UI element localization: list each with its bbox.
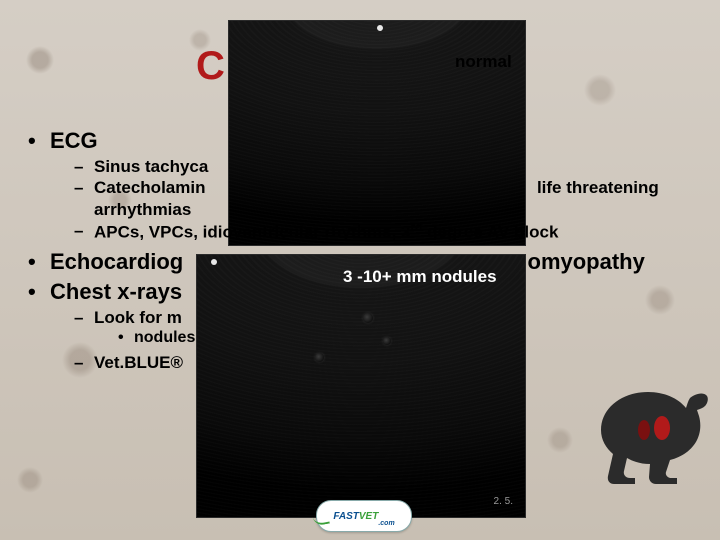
logo-fast: FAST <box>333 511 359 522</box>
slide: normal C ECG Sinus tachyca Catecholamin … <box>0 0 720 540</box>
bullet-ecg: ECG Sinus tachyca Catecholamin life thre… <box>28 128 708 243</box>
ecg-sub-3: APCs, VPCs, idioventricular rhythms, 3rd… <box>74 220 708 243</box>
ecg-sub-2: Catecholamin life threatening arrhythmia… <box>74 177 708 220</box>
echo-tail: omyopathy <box>528 249 645 274</box>
ultrasound-image-nodules: 3 -10+ mm nodules 2. 5. <box>196 254 526 518</box>
slide-title-fragment: C <box>196 44 225 89</box>
fastvet-logo: FASTVET.com <box>316 500 412 532</box>
ultrasound-nodules-label: 3 -10+ mm nodules <box>343 267 497 287</box>
bullet-ecg-label: ECG <box>50 128 98 153</box>
ultrasound-scale: 2. 5. <box>494 496 513 507</box>
ultrasound-normal-label: normal <box>455 52 512 72</box>
logo-dotcom: .com <box>378 520 394 527</box>
ecg-tail-life: life threatening <box>537 178 659 197</box>
dog-silhouette <box>594 380 714 490</box>
ecg-sub-1: Sinus tachyca <box>74 156 708 177</box>
logo-vet: VET <box>359 511 378 522</box>
